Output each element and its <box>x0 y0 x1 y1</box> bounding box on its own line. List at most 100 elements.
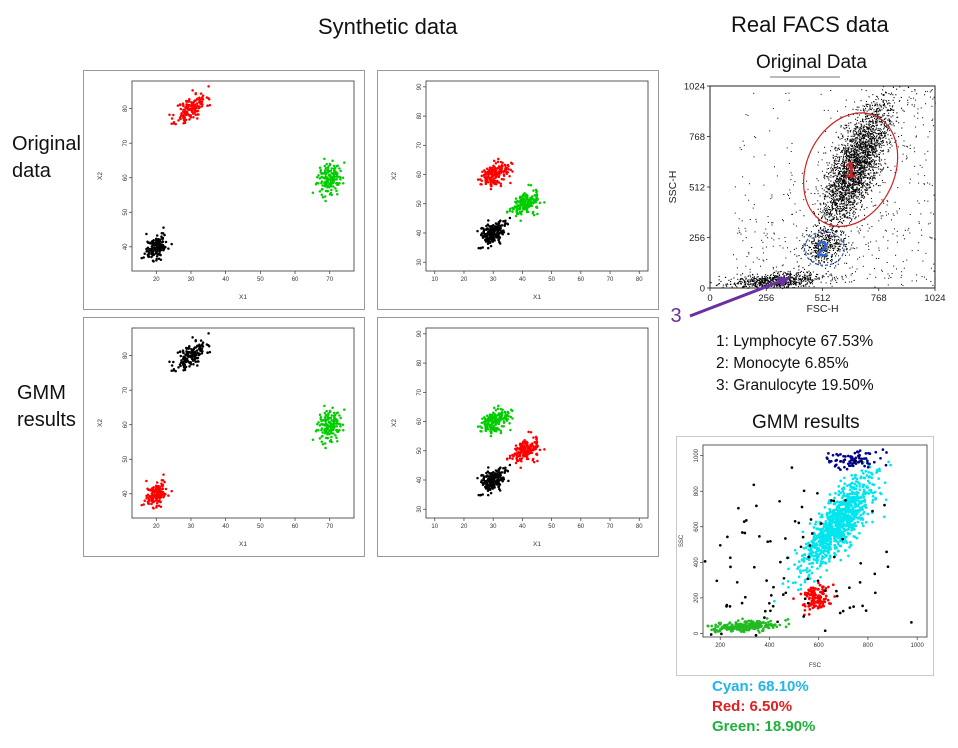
event <box>821 216 823 218</box>
event <box>853 149 855 151</box>
data-point <box>194 353 197 357</box>
data-point <box>489 184 493 188</box>
event <box>835 208 837 210</box>
event <box>862 127 864 129</box>
event <box>826 219 828 221</box>
event <box>846 212 848 214</box>
event <box>834 204 836 206</box>
event <box>858 114 860 116</box>
event <box>851 174 853 176</box>
event <box>833 243 835 245</box>
cluster-0 <box>168 332 212 373</box>
event <box>861 149 863 151</box>
event <box>845 254 847 256</box>
event <box>860 165 862 167</box>
event <box>879 160 881 162</box>
event <box>823 211 825 213</box>
event <box>868 128 870 130</box>
data-point <box>146 493 150 496</box>
data-point <box>511 409 514 413</box>
event <box>849 186 851 188</box>
event <box>882 107 884 109</box>
event <box>866 131 868 133</box>
data-point <box>151 250 155 253</box>
event <box>856 159 858 161</box>
event <box>836 202 838 204</box>
data-point <box>543 201 546 204</box>
event <box>856 113 858 115</box>
event <box>843 178 845 180</box>
event <box>852 173 854 175</box>
data-point <box>505 458 509 461</box>
event <box>856 106 858 108</box>
data-point <box>159 248 163 252</box>
event <box>881 180 883 182</box>
event <box>841 194 843 196</box>
event <box>847 155 849 157</box>
event <box>845 157 847 159</box>
event <box>870 108 872 110</box>
event <box>865 103 867 105</box>
event <box>867 193 869 195</box>
event <box>852 195 854 197</box>
event <box>862 145 864 147</box>
event <box>849 176 851 178</box>
event <box>867 147 869 149</box>
event <box>873 122 875 124</box>
data-point <box>143 499 146 503</box>
data-point <box>159 253 162 257</box>
event <box>841 222 843 224</box>
event <box>854 162 856 164</box>
event <box>880 149 882 151</box>
event <box>858 160 860 162</box>
event <box>889 140 891 142</box>
event <box>856 167 858 169</box>
event <box>853 195 855 197</box>
data-point <box>332 164 336 168</box>
data-point <box>336 181 339 185</box>
data-point <box>194 106 197 110</box>
event <box>871 147 873 149</box>
event <box>831 255 833 257</box>
event <box>847 189 849 191</box>
data-point <box>330 414 334 417</box>
event <box>822 229 824 231</box>
event <box>870 164 872 166</box>
event <box>883 167 885 169</box>
data-point <box>335 178 339 181</box>
data-point <box>205 96 209 99</box>
event <box>839 180 841 182</box>
data-point <box>157 491 160 494</box>
event <box>827 189 829 191</box>
event <box>841 199 843 201</box>
event <box>853 133 855 135</box>
event <box>840 170 842 172</box>
event <box>862 118 864 120</box>
event <box>808 247 810 249</box>
event <box>850 184 852 186</box>
event <box>821 239 823 241</box>
cluster-0 <box>476 404 514 438</box>
event <box>876 183 878 185</box>
event <box>864 158 866 160</box>
event <box>846 217 848 219</box>
event <box>817 255 819 257</box>
event <box>870 133 872 135</box>
event <box>862 109 864 111</box>
event <box>871 175 873 177</box>
event <box>844 207 846 209</box>
data-point <box>194 339 198 342</box>
data-point <box>486 480 489 483</box>
data-point <box>208 103 212 107</box>
event <box>872 147 874 149</box>
event <box>858 173 860 175</box>
panel-original-2: 10 20 30 40 50 60 70 80 30 40 50 60 70 80 90 X1 X2 <box>377 70 659 310</box>
event <box>862 108 864 110</box>
event <box>861 143 863 145</box>
event <box>868 177 870 179</box>
data-point <box>532 446 536 449</box>
event <box>846 211 848 213</box>
data-point <box>488 234 492 237</box>
event <box>841 179 843 181</box>
event <box>858 106 860 108</box>
